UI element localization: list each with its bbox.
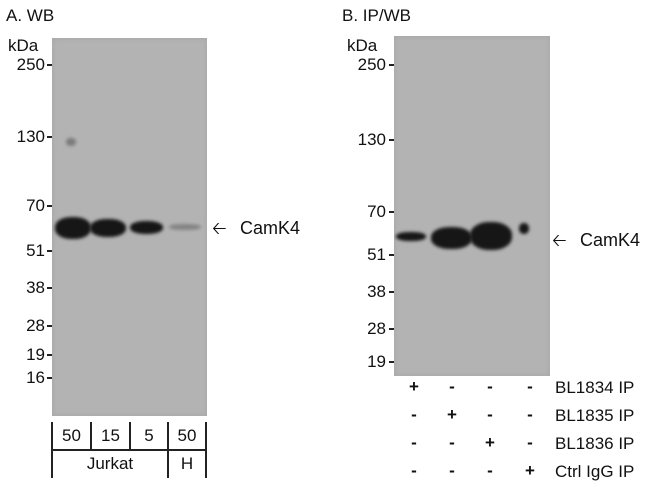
lane-load-1: 50 xyxy=(62,426,81,445)
mw-marker-label: 38 xyxy=(26,278,45,297)
ip-condition-mark: - xyxy=(487,405,493,424)
ip-condition-mark: - xyxy=(411,433,417,452)
faint-band-130 xyxy=(66,138,76,146)
group-jurkat: Jurkat xyxy=(86,454,134,473)
band-lane-3 xyxy=(130,221,163,234)
band-lane-4 xyxy=(169,224,201,230)
mw-marker-label: 16 xyxy=(26,368,45,387)
panel-b-title: B. IP/WB xyxy=(342,6,411,25)
ip-condition-mark: - xyxy=(527,433,533,452)
mw-marker-label: 130 xyxy=(357,130,386,149)
mw-marker-label: 28 xyxy=(26,316,45,335)
arrow-left-icon: 🡠 xyxy=(212,218,227,238)
ip-row-label: BL1835 IP xyxy=(555,406,635,425)
mw-marker-label: 70 xyxy=(26,196,45,215)
ip-condition-mark: - xyxy=(449,461,455,480)
mw-marker-label: 250 xyxy=(16,55,45,74)
ip-condition-mark: + xyxy=(525,461,535,480)
panel-b-membrane xyxy=(394,36,550,376)
mw-marker-label: 19 xyxy=(367,352,386,371)
ip-condition-mark: - xyxy=(487,377,493,396)
ip-row-label: BL1836 IP xyxy=(555,434,635,453)
panel-a-membrane xyxy=(52,38,207,416)
mw-marker-label: 28 xyxy=(367,319,386,338)
mw-marker-tick xyxy=(47,64,53,66)
mw-marker-tick xyxy=(47,354,53,356)
mw-marker-tick xyxy=(389,211,395,213)
ip-condition-mark: - xyxy=(527,377,533,396)
mw-marker-tick xyxy=(389,291,395,293)
mw-marker-tick xyxy=(389,254,395,256)
band-lane-1 xyxy=(55,217,91,239)
mw-marker-tick xyxy=(47,250,53,252)
mw-marker-tick xyxy=(47,205,53,207)
ip-condition-mark: + xyxy=(409,377,419,396)
panel-b-target-label: CamK4 xyxy=(580,230,641,250)
mw-marker-tick xyxy=(389,64,395,66)
divider xyxy=(51,449,207,451)
ip-condition-mark: - xyxy=(411,405,417,424)
mw-marker-tick xyxy=(47,377,53,379)
mw-marker-label: 51 xyxy=(26,241,45,260)
mw-marker-label: 70 xyxy=(367,202,386,221)
mw-marker-tick xyxy=(47,325,53,327)
mw-marker-label: 38 xyxy=(367,282,386,301)
band-lane-2 xyxy=(90,219,126,237)
mw-marker-label: 19 xyxy=(26,345,45,364)
mw-marker-tick xyxy=(47,136,53,138)
panel-a-title: A. WB xyxy=(6,6,55,25)
band-lane-2 xyxy=(431,227,472,249)
lane-load-3: 5 xyxy=(144,426,154,445)
ip-condition-mark: + xyxy=(447,405,457,424)
mw-marker-tick xyxy=(47,287,53,289)
panel-a-kda-label: kDa xyxy=(8,36,39,55)
panel-b-kda-label: kDa xyxy=(347,36,378,55)
ip-condition-mark: - xyxy=(411,461,417,480)
lane-load-4: 50 xyxy=(177,426,197,445)
arrow-left-icon: 🡠 xyxy=(552,230,567,250)
mw-marker-label: 250 xyxy=(357,55,386,74)
ip-condition-mark: + xyxy=(485,433,495,452)
ip-condition-mark: - xyxy=(449,377,455,396)
mw-marker-tick xyxy=(389,361,395,363)
mw-marker-tick xyxy=(389,139,395,141)
divider xyxy=(129,422,131,450)
mw-marker-label: 130 xyxy=(16,127,45,146)
group-h: H xyxy=(180,454,194,473)
band-lane-3 xyxy=(470,222,512,250)
ip-condition-mark: - xyxy=(527,405,533,424)
mw-marker-label: 51 xyxy=(367,245,386,264)
lane-load-2: 15 xyxy=(101,426,120,445)
band-lane-4 xyxy=(519,223,529,234)
ip-condition-mark: - xyxy=(449,433,455,452)
band-lane-1 xyxy=(396,232,426,241)
divider xyxy=(90,422,92,450)
ip-row-label: Ctrl IgG IP xyxy=(555,462,635,481)
ip-row-label: BL1834 IP xyxy=(555,378,635,397)
panel-a-target-label: CamK4 xyxy=(240,218,301,238)
ip-condition-mark: - xyxy=(487,461,493,480)
mw-marker-tick xyxy=(389,328,395,330)
